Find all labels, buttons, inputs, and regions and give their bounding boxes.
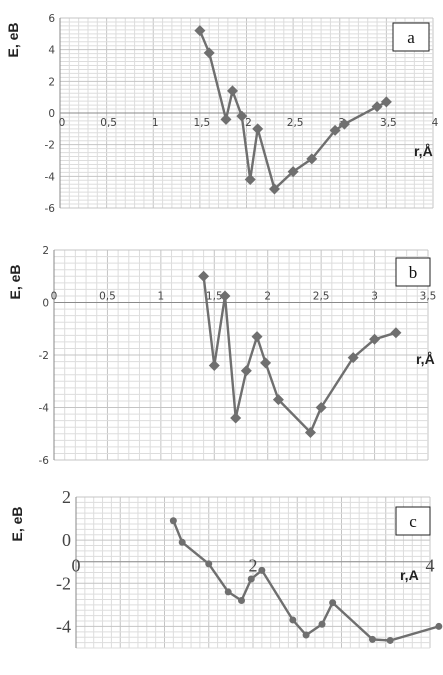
x-tick-label: 2 — [245, 117, 252, 129]
y-tick-label: 0 — [42, 298, 49, 310]
data-point — [386, 636, 394, 644]
data-point — [178, 538, 186, 546]
data-point — [371, 101, 383, 113]
y-tick-label: -2 — [39, 350, 49, 362]
data-point — [169, 517, 177, 525]
y-tick-label: -4 — [45, 171, 56, 183]
data-point — [251, 331, 263, 343]
data-point — [338, 118, 350, 130]
x-axis-label: r,Å — [414, 143, 433, 159]
y-axis-label: E, eB — [5, 22, 21, 57]
y-tick-label: 2 — [42, 245, 49, 257]
data-point — [205, 560, 213, 568]
y-tick-label: -2 — [56, 573, 71, 593]
grid — [75, 496, 431, 649]
x-tick-label: 0 — [51, 291, 58, 303]
data-point — [306, 153, 318, 165]
panel-label: b — [409, 263, 418, 282]
data-point — [390, 327, 402, 339]
y-tick-label: -6 — [45, 203, 56, 215]
y-tick-label: -4 — [56, 616, 71, 636]
x-tick-label: 2 — [264, 291, 271, 303]
x-tick-label: 4 — [426, 556, 435, 576]
panel-label: a — [407, 28, 415, 47]
data-point — [268, 183, 280, 195]
data-point — [304, 426, 316, 438]
x-tick-label: 3,5 — [420, 291, 437, 303]
data-point — [329, 599, 337, 607]
data-point — [198, 270, 210, 282]
data-point — [329, 124, 341, 136]
data-point — [247, 575, 255, 583]
x-tick-label: 0 — [59, 117, 66, 129]
x-tick-label: 1,5 — [206, 291, 223, 303]
y-tick-label: 6 — [48, 13, 55, 25]
data-point — [368, 635, 376, 643]
chart-panel-c: 0 2 420-2-4E, eBr,Ac — [9, 487, 443, 649]
y-axis-label: E, eB — [7, 264, 23, 299]
data-point — [219, 290, 231, 302]
data-point — [244, 174, 256, 185]
y-tick-label: 2 — [62, 487, 71, 507]
data-point — [258, 566, 266, 574]
y-tick-label: -4 — [39, 403, 50, 415]
panel-label-box — [395, 506, 431, 536]
x-tick-label: 4 — [432, 117, 439, 129]
data-point — [369, 333, 381, 345]
data-point — [240, 365, 252, 377]
x-tick-label: 0,5 — [99, 291, 116, 303]
data-point — [318, 620, 326, 628]
x-tick-label: 2 — [249, 556, 258, 576]
data-point — [380, 96, 392, 108]
x-tick-label: 1 — [152, 117, 159, 129]
data-point — [227, 85, 239, 97]
data-point — [287, 166, 299, 178]
y-tick-label: 4 — [48, 45, 55, 57]
chart-panel-b: 0 0,5 1 1,5 2 2,5 3 3,5 2 0 -2 -4 -6 E, eB r,Å b — [7, 245, 436, 467]
panel-label-box — [392, 22, 430, 52]
data-point — [237, 597, 245, 605]
series-line — [172, 520, 440, 642]
y-tick-label: -2 — [45, 140, 55, 152]
x-tick-label: 2,5 — [287, 117, 304, 129]
data-point — [272, 394, 284, 406]
x-tick-label: 2,5 — [313, 291, 330, 303]
x-tick-label: 1 — [158, 291, 165, 303]
x-tick-label: 3,5 — [380, 117, 397, 129]
data-point — [347, 352, 359, 364]
data-point — [194, 25, 206, 37]
x-tick-label: 3 — [371, 291, 378, 303]
data-point — [260, 357, 272, 369]
data-point — [230, 412, 242, 424]
y-tick-label: 2 — [48, 76, 55, 88]
y-tick-label: 0 — [62, 530, 71, 550]
data-point — [302, 631, 310, 639]
data-point — [236, 110, 248, 122]
data-point — [224, 588, 232, 596]
data-point — [315, 402, 327, 413]
x-axis-label: r,Å — [416, 351, 435, 367]
grid — [53, 249, 429, 461]
x-tick-label: 0 — [72, 556, 81, 576]
x-tick-label: 1,5 — [194, 117, 211, 129]
data-point — [208, 360, 220, 371]
data-point — [289, 616, 297, 624]
data-point — [252, 123, 264, 135]
panel-label-box — [395, 257, 431, 287]
x-axis-label: r,A — [400, 567, 419, 583]
panel-label: c — [409, 512, 417, 531]
y-axis-label: E, eB — [9, 506, 25, 541]
y-tick-label: 0 — [48, 108, 55, 120]
data-point — [220, 113, 232, 125]
data-point — [435, 622, 443, 630]
y-tick-label: -6 — [39, 455, 50, 467]
x-tick-label: 0,5 — [100, 117, 117, 129]
data-point — [203, 47, 215, 59]
